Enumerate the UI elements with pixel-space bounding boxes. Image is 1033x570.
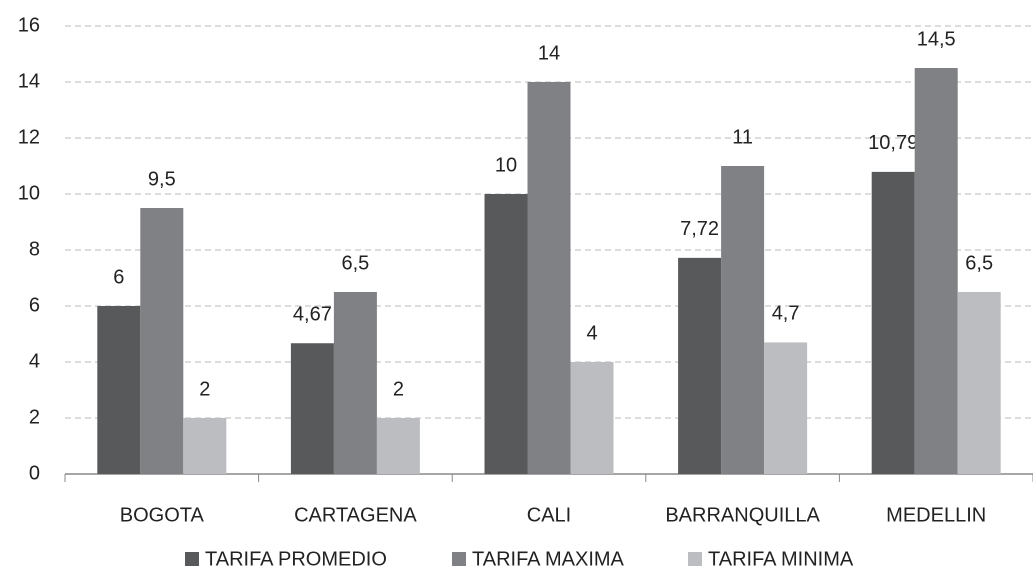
bar — [97, 306, 141, 474]
value-label: 11 — [732, 126, 753, 148]
x-tick-label: BOGOTA — [120, 504, 205, 526]
y-tick-label: 16 — [18, 14, 40, 36]
value-label: 14 — [538, 42, 560, 64]
bar — [527, 82, 571, 474]
bar — [183, 418, 227, 474]
bar — [333, 292, 377, 474]
bar — [957, 292, 1001, 474]
x-tick-label: CARTAGENA — [294, 504, 417, 526]
y-tick-label: 8 — [29, 238, 40, 260]
value-label: 9,5 — [148, 168, 176, 190]
bar — [484, 194, 528, 474]
y-tick-label: 12 — [18, 126, 40, 148]
bar — [871, 171, 915, 474]
value-label: 4 — [586, 322, 597, 344]
value-label: 10 — [495, 154, 517, 176]
value-label: 14,5 — [917, 28, 956, 50]
value-label: 6,5 — [965, 252, 993, 274]
legend-swatch — [688, 552, 702, 566]
bar — [914, 68, 958, 474]
value-label: 7,72 — [680, 218, 719, 240]
legend-swatch — [185, 552, 199, 566]
y-tick-label: 0 — [29, 462, 40, 484]
bar — [721, 166, 765, 474]
value-label: 4,67 — [293, 304, 332, 326]
bar — [764, 342, 808, 474]
value-label: 4,7 — [772, 303, 800, 325]
y-tick-label: 14 — [18, 70, 40, 92]
value-label: 2 — [393, 378, 404, 400]
x-tick-label: MEDELLIN — [886, 504, 986, 526]
y-tick-label: 4 — [29, 350, 40, 372]
value-label: 2 — [199, 378, 210, 400]
legend-label: TARIFA MINIMA — [708, 548, 854, 570]
bar — [376, 418, 420, 474]
y-tick-label: 6 — [29, 294, 40, 316]
legend-label: TARIFA MAXIMA — [472, 548, 625, 570]
value-label: 6,5 — [341, 252, 369, 274]
legend-label: TARIFA PROMEDIO — [205, 548, 387, 570]
value-label: 10,79 — [868, 132, 918, 154]
bar — [140, 208, 184, 474]
bar — [678, 257, 722, 474]
y-tick-label: 10 — [18, 182, 40, 204]
bar — [290, 343, 334, 474]
value-label: 6 — [113, 266, 124, 288]
x-tick-label: BARRANQUILLA — [665, 504, 820, 526]
y-tick-label: 2 — [29, 406, 40, 428]
x-tick-label: CALI — [527, 504, 571, 526]
bar — [570, 362, 614, 474]
legend-swatch — [452, 552, 466, 566]
